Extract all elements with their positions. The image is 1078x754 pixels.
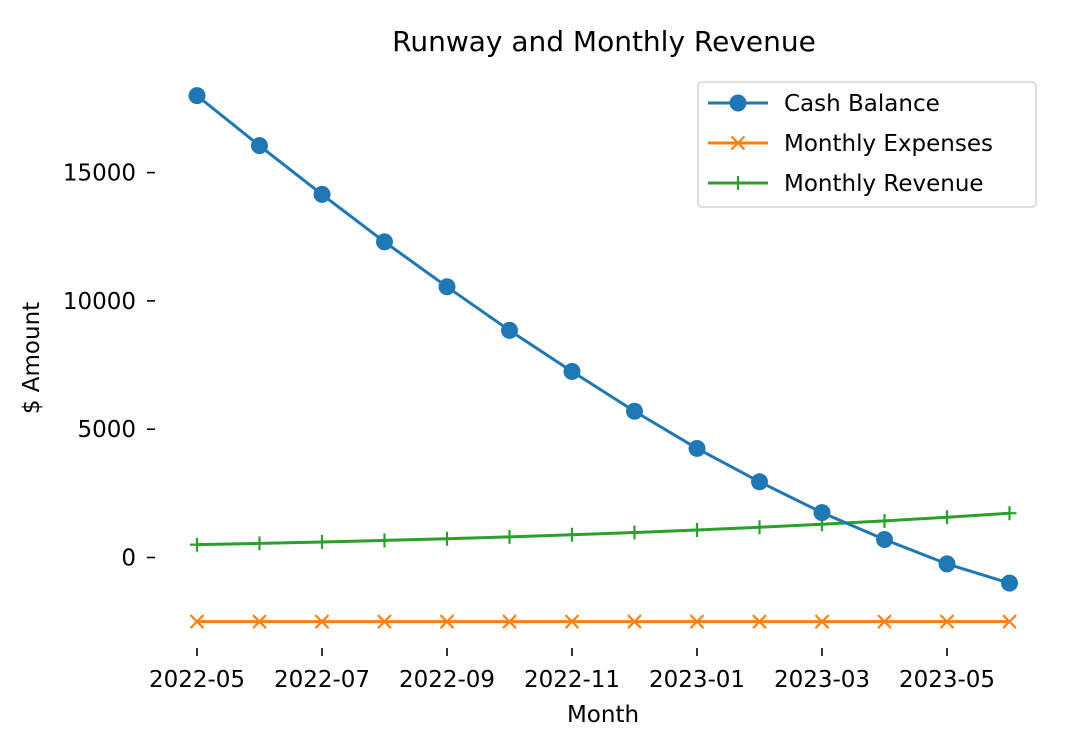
- legend-label: Cash Balance: [784, 91, 940, 117]
- monthly-revenue-point: [565, 527, 579, 542]
- y-tick-label: 0: [121, 546, 136, 572]
- monthly-expenses-point: [502, 614, 517, 629]
- monthly-revenue-point: [627, 525, 642, 540]
- legend-entry-cash-balance: Cash Balance: [708, 91, 940, 117]
- cash-balance-point: [751, 473, 768, 491]
- legend-marker: [729, 94, 747, 112]
- cash-balance-point: [626, 402, 643, 420]
- monthly-revenue-point: [690, 522, 704, 537]
- legend-entry-monthly-revenue: Monthly Revenue: [708, 171, 984, 197]
- y-tick-label: 5000: [77, 417, 136, 443]
- monthly-revenue-point: [502, 529, 517, 544]
- cash-balance-point: [376, 233, 393, 251]
- x-tick-label: 2022-09: [399, 667, 495, 693]
- monthly-revenue-point: [877, 513, 892, 528]
- cash-balance-point: [563, 362, 581, 380]
- series-monthly-revenue: [190, 506, 1017, 552]
- cash-balance-line: [196, 94, 1010, 585]
- legend-label: Monthly Expenses: [784, 131, 993, 157]
- monthly-expenses-point: [377, 614, 392, 629]
- monthly-expenses-point: [252, 614, 267, 629]
- monthly-revenue-point: [440, 531, 454, 546]
- cash-balance-point: [938, 555, 956, 573]
- monthly-expenses-point: [314, 614, 330, 629]
- x-tick-label: 2023-05: [899, 667, 995, 693]
- x-tick-label: 2022-07: [274, 667, 370, 693]
- y-axis: 0 5000 10000 15000: [63, 161, 155, 572]
- monthly-revenue-point: [190, 537, 204, 552]
- legend: Cash Balance Monthly Expenses Monthly Reve…: [697, 81, 1037, 208]
- cash-balance-point: [438, 278, 456, 296]
- monthly-expenses-point: [814, 614, 830, 629]
- cash-balance-point: [813, 504, 831, 522]
- x-tick-label: 2023-03: [774, 667, 870, 693]
- monthly-revenue-point: [252, 536, 267, 551]
- monthly-expenses-point: [1002, 614, 1017, 629]
- cash-balance-point: [688, 439, 706, 457]
- monthly-revenue-point: [940, 510, 954, 525]
- chart-title: Runway and Monthly Revenue: [392, 25, 816, 58]
- monthly-revenue-point: [752, 520, 767, 535]
- cash-balance-point: [1001, 574, 1018, 592]
- cash-balance-point: [313, 185, 331, 203]
- monthly-expenses-point: [439, 614, 455, 629]
- x-axis-label: Month: [567, 702, 639, 728]
- series-layer: [188, 87, 1018, 629]
- y-tick-label: 10000: [63, 289, 136, 315]
- cash-balance-point: [251, 137, 268, 155]
- series-cash-balance: [188, 87, 1018, 592]
- x-tick-label: 2022-05: [149, 667, 245, 693]
- legend-frame: [697, 81, 1037, 208]
- monthly-expenses-point: [564, 614, 580, 629]
- monthly-expenses-point: [877, 614, 892, 629]
- y-tick-label: 15000: [63, 161, 136, 187]
- monthly-expenses-point: [189, 614, 205, 629]
- x-tick-label: 2023-01: [649, 667, 745, 693]
- monthly-expenses-point: [939, 614, 955, 629]
- legend-marker: [731, 176, 745, 190]
- x-tick-label: 2022-11: [524, 667, 620, 693]
- monthly-revenue-line: [196, 511, 1010, 547]
- monthly-revenue-point: [315, 534, 329, 549]
- series-monthly-expenses: [189, 614, 1017, 629]
- x-axis: 2022-05 2022-07 2022-09 2022-11 2023-01 2023-…: [149, 648, 995, 693]
- cash-balance-point: [876, 531, 893, 549]
- y-axis-label: $ Amount: [19, 302, 45, 414]
- monthly-revenue-point: [377, 533, 392, 548]
- cash-balance-point: [188, 87, 206, 105]
- legend-label: Monthly Revenue: [784, 171, 984, 197]
- cash-balance-point: [501, 321, 518, 339]
- monthly-expenses-point: [752, 614, 767, 629]
- legend-marker: [730, 135, 746, 151]
- monthly-expenses-point: [627, 614, 642, 629]
- legend-entry-monthly-expenses: Monthly Expenses: [708, 131, 993, 157]
- monthly-expenses-point: [689, 614, 705, 629]
- monthly-revenue-point: [1002, 506, 1017, 521]
